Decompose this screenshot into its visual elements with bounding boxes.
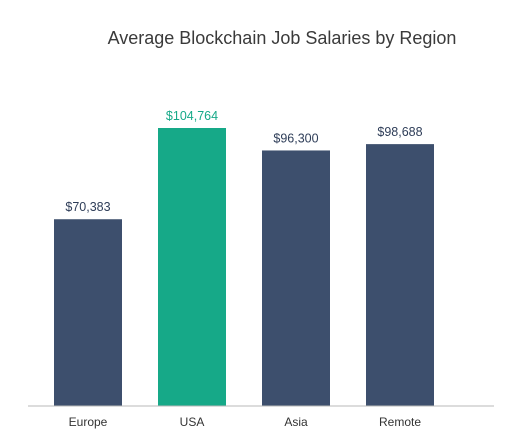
bar-remote <box>366 144 434 406</box>
tick-label-remote: Remote <box>379 415 421 429</box>
labels-layer: $70,383 Europe $104,764 USA $96,300 Asia $98,6… <box>65 109 422 429</box>
bar-usa <box>158 128 226 406</box>
tick-label-europe: Europe <box>69 415 108 429</box>
chart-title: Average Blockchain Job Salaries by Regio… <box>108 28 457 48</box>
value-label-usa: $104,764 <box>166 109 218 123</box>
bars-layer <box>54 128 434 406</box>
tick-label-usa: USA <box>180 415 205 429</box>
bar-asia <box>262 150 330 406</box>
value-label-asia: $96,300 <box>273 131 318 145</box>
bar-europe <box>54 219 122 406</box>
value-label-europe: $70,383 <box>65 200 110 214</box>
tick-label-asia: Asia <box>284 415 308 429</box>
value-label-remote: $98,688 <box>377 125 422 139</box>
